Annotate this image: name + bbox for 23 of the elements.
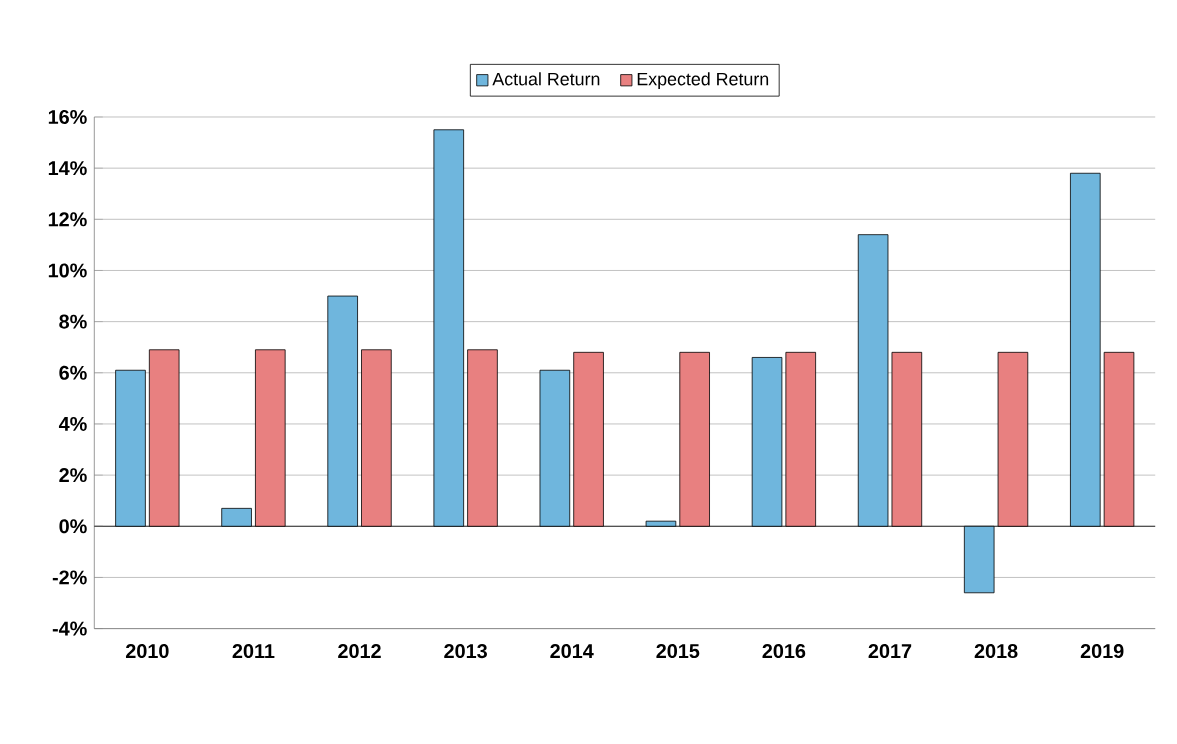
y-tick-label: 2% xyxy=(59,468,87,483)
x-tick-label: 2013 xyxy=(444,644,487,659)
y-tick-label: 4% xyxy=(58,417,87,432)
y-tick-label: 16% xyxy=(48,110,87,125)
x-tick-label: 2012 xyxy=(338,644,381,659)
x-tick-label: 2014 xyxy=(550,644,594,659)
x-tick-label: 2015 xyxy=(656,644,700,659)
legend-label: Actual Return xyxy=(492,72,600,86)
x-tick-label: 2017 xyxy=(868,644,912,659)
y-tick-label: -2% xyxy=(52,570,87,585)
x-tick-label: 2018 xyxy=(974,644,1018,659)
y-tick-label: 8% xyxy=(59,314,87,329)
y-tick-label: 6% xyxy=(59,365,87,380)
legend-label: Expected Return xyxy=(637,72,769,90)
x-tick-label: 2019 xyxy=(1080,644,1124,659)
y-tick-label: -4% xyxy=(52,621,87,636)
x-tick-label: 2016 xyxy=(762,644,806,659)
y-tick-label: 0% xyxy=(59,519,87,534)
y-tick-label: 14% xyxy=(48,161,87,176)
y-tick-label: 12% xyxy=(48,212,87,227)
y-tick-label: 10% xyxy=(48,263,87,278)
x-tick-label: 2011 xyxy=(232,644,275,659)
x-tick-label: 2010 xyxy=(125,644,169,659)
